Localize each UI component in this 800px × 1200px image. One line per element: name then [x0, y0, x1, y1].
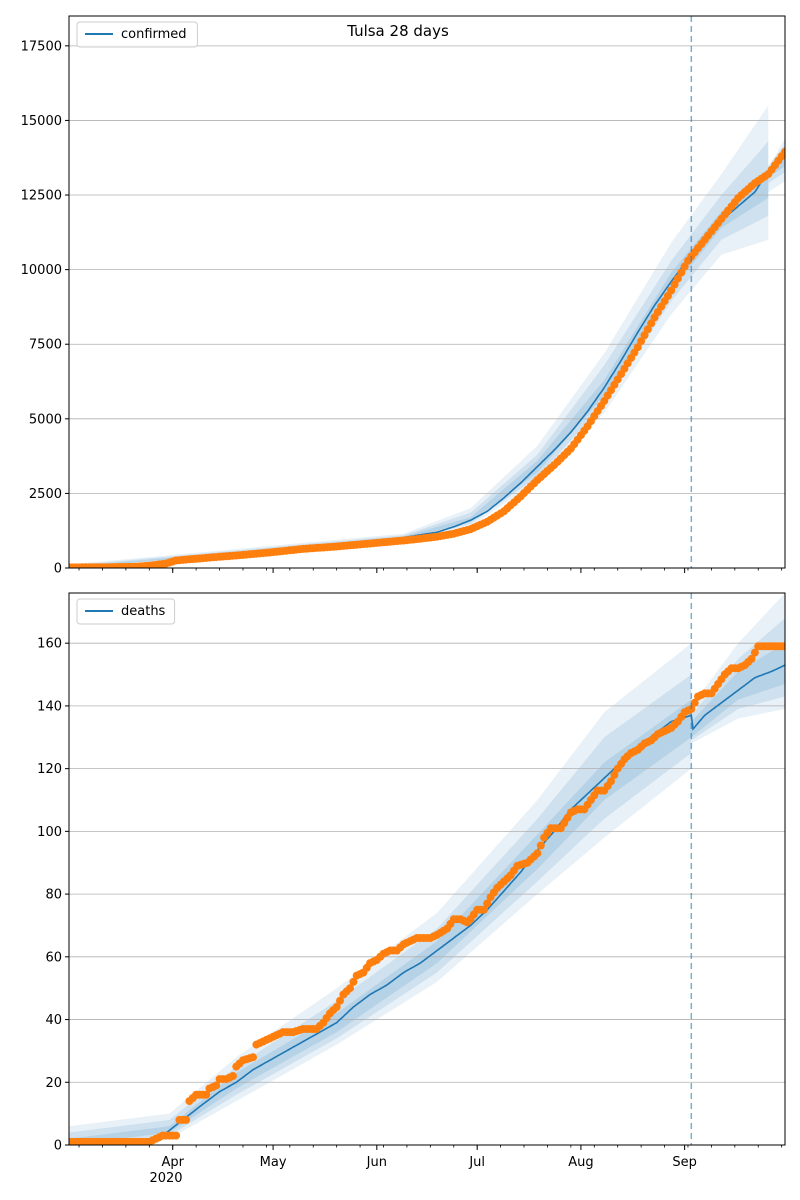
chart-title: Tulsa 28 days: [346, 22, 449, 40]
confirmed-point: [673, 274, 682, 283]
deaths-y-ticks: 0 20 40 60 80 100 120 140 160: [37, 637, 69, 1154]
deaths-point: [336, 996, 344, 1005]
confirmed-point: [781, 147, 785, 156]
confirmed-panel: 0 2500 5000 7500 10000 12500 15000 17500 confir…: [21, 15, 786, 577]
deaths-band-outer: [69, 593, 785, 1145]
confirmed-ytick-label: 5000: [29, 412, 62, 427]
deaths-panel: 0 20 40 60 80 100 120 140 160 Apr May Jun Jul Aug Sep…: [37, 592, 786, 1170]
deaths-legend: deaths: [76, 598, 176, 625]
confirmed-legend-box: [76, 21, 198, 48]
x-axis-year-label: 2020: [149, 1171, 182, 1186]
deaths-ytick-label: 40: [45, 1013, 62, 1028]
confirmed-ytick-label: 0: [54, 562, 62, 577]
deaths-point: [249, 1053, 257, 1062]
deaths-ytick-label: 60: [45, 950, 62, 965]
deaths-point: [212, 1081, 221, 1090]
confirmed-ytick-label: 7500: [29, 338, 62, 353]
confirmed-y-ticks: 0 2500 5000 7500 10000 12500 15000 17500: [21, 39, 69, 577]
confirmed-point: [647, 319, 656, 328]
deaths-point: [332, 1003, 341, 1011]
confirmed-point: [640, 331, 649, 340]
deaths-point: [346, 984, 354, 993]
deaths-observed-points: [69, 642, 785, 1145]
deaths-xtick-label: Apr: [161, 1155, 184, 1170]
deaths-ytick-label: 140: [37, 699, 62, 714]
deaths-point: [610, 770, 619, 779]
confirmed-ytick-label: 17500: [21, 39, 62, 54]
confirmed-grid: [69, 45, 785, 494]
deaths-axes-frame: [68, 592, 786, 1146]
confirmed-point: [643, 325, 652, 334]
confirmed-legend-label: confirmed: [121, 27, 187, 42]
deaths-legend-box: [76, 598, 176, 625]
deaths-point: [349, 977, 358, 986]
deaths-point: [172, 1131, 181, 1140]
deaths-band-middle: [69, 618, 785, 1145]
confirmed-axes-frame: [68, 15, 786, 569]
confirmed-ytick-label: 2500: [29, 487, 62, 502]
deaths-grid: [69, 642, 785, 1083]
confirmed-ytick-label: 15000: [21, 114, 62, 129]
deaths-point: [228, 1072, 237, 1080]
deaths-xtick-label: Sep: [672, 1155, 697, 1170]
deaths-point: [607, 777, 615, 786]
deaths-ytick-label: 0: [54, 1139, 62, 1154]
confirmed-point: [677, 268, 686, 277]
deaths-ytick-label: 80: [45, 888, 62, 903]
deaths-point: [182, 1115, 191, 1124]
confirmed-legend: confirmed: [76, 21, 198, 48]
confirmed-point: [637, 337, 646, 346]
confirmed-point: [680, 262, 689, 271]
deaths-point: [750, 648, 759, 657]
confirmed-point: [667, 286, 676, 295]
deaths-xtick-label: Jul: [468, 1155, 485, 1170]
deaths-point: [747, 654, 756, 663]
confirmed-x-ticks: [78, 568, 783, 573]
deaths-point: [536, 841, 545, 850]
deaths-xtick-label: Jun: [366, 1155, 387, 1170]
confirmed-point: [670, 280, 679, 289]
deaths-point: [479, 905, 488, 914]
deaths-point: [483, 899, 492, 908]
confirmed-point: [633, 343, 642, 352]
deaths-legend-label: deaths: [121, 604, 166, 619]
deaths-point: [781, 642, 785, 651]
deaths-xtick-label: May: [260, 1155, 287, 1170]
deaths-x-ticks: Apr May Jun Jul Aug Sep: [78, 1145, 783, 1170]
deaths-ytick-label: 100: [37, 825, 62, 840]
confirmed-ytick-label: 12500: [21, 189, 62, 204]
deaths-ytick-label: 160: [37, 637, 62, 652]
deaths-point: [202, 1090, 211, 1099]
confirmed-ytick-label: 10000: [21, 263, 62, 278]
deaths-xtick-label: Aug: [568, 1155, 593, 1170]
confirmed-observed-points: [69, 147, 785, 568]
deaths-ytick-label: 20: [45, 1076, 62, 1091]
deaths-model-line: [69, 664, 785, 1145]
deaths-point: [690, 698, 699, 707]
deaths-point: [533, 849, 542, 858]
deaths-ytick-label: 120: [37, 762, 62, 777]
